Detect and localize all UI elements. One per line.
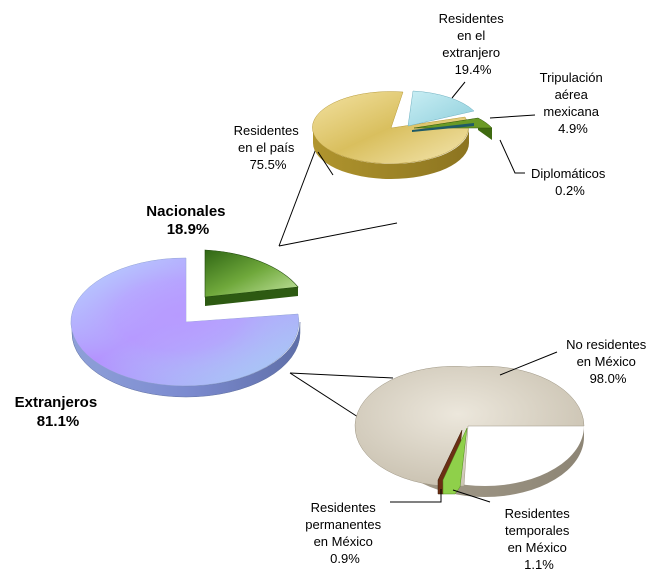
label-residentes-permanentes-line: Residentes <box>311 500 377 515</box>
pie-slice-nacionales-side <box>205 287 298 306</box>
pie-slice-residentes-pais-side <box>313 128 469 179</box>
connector-nacionales-lower <box>278 222 398 247</box>
pie-slice-diplomaticos <box>412 123 474 132</box>
pie-slice-no-residentes <box>354 365 585 487</box>
nacionales-breakdown-pie <box>312 90 493 179</box>
connector-extranjeros-upper <box>289 372 394 379</box>
label-nacionales: Nacionales 18.9% <box>146 203 229 238</box>
label-residentes-permanentes-line: en México <box>314 534 373 549</box>
label-residentes-permanentes: Residentes permanentes en México 0.9% <box>305 500 385 566</box>
label-tripulacion-line: mexicana <box>543 104 599 119</box>
extranjeros-breakdown-pie <box>354 365 585 497</box>
label-residentes-pais-line: en el país <box>238 140 295 155</box>
label-residentes-pais-line: Residentes <box>234 123 300 138</box>
label-diplomaticos-line: 0.2% <box>555 183 585 198</box>
pie-slice-residentes-temporales <box>442 427 468 495</box>
label-extranjeros: Extranjeros 81.1% <box>15 394 102 430</box>
label-nacionales-line: 18.9% <box>167 221 210 238</box>
label-no-residentes: No residentes en México 98.0% <box>566 337 650 386</box>
label-residentes-extranjero-line: 19.4% <box>455 62 492 77</box>
label-no-residentes-line: 98.0% <box>590 371 627 386</box>
leader-no-residentes <box>499 351 558 376</box>
label-tripulacion-line: Tripulación <box>540 70 603 85</box>
label-residentes-extranjero: Residentes en el extranjero 19.4% <box>439 11 508 77</box>
leader-residentes-extranjero <box>451 81 466 99</box>
label-tripulacion-line: aérea <box>555 87 589 102</box>
leader-tripulacion <box>489 114 536 119</box>
label-residentes-temporales-line: 1.1% <box>524 557 554 571</box>
connector-nacionales-upper <box>278 145 318 247</box>
label-residentes-temporales: Residentes temporales en México 1.1% <box>505 506 574 571</box>
pie-slice-residentes-pais <box>312 91 469 164</box>
label-residentes-temporales-line: en México <box>508 540 567 555</box>
label-residentes-temporales-line: Residentes <box>505 506 571 521</box>
label-no-residentes-line: No residentes <box>566 337 647 352</box>
pie-slice-extranjeros-shade <box>70 257 299 386</box>
label-nacionales-line: Nacionales <box>146 203 225 220</box>
leader-residentes-pais <box>317 151 334 176</box>
label-residentes-temporales-line: temporales <box>505 523 570 538</box>
label-residentes-extranjero-line: en el <box>457 28 485 43</box>
leader-lines <box>317 81 558 503</box>
label-extranjeros-line: Extranjeros <box>15 394 98 411</box>
label-tripulacion: Tripulación aérea mexicana 4.9% <box>540 70 607 136</box>
label-residentes-pais-line: 75.5% <box>250 157 287 172</box>
pie-slice-nacionales <box>204 249 299 298</box>
leader-diplomaticos <box>499 139 525 174</box>
label-no-residentes-line: en México <box>577 354 636 369</box>
label-residentes-pais: Residentes en el país 75.5% <box>234 123 303 172</box>
label-residentes-permanentes-line: permanentes <box>305 517 381 532</box>
leader-permanentes <box>390 489 442 503</box>
label-diplomaticos-line: Diplomáticos <box>531 166 606 181</box>
label-residentes-extranjero-line: Residentes <box>439 11 505 26</box>
label-tripulacion-line: 4.9% <box>558 121 588 136</box>
pie-slice-residentes-extranjero <box>407 90 475 127</box>
label-residentes-permanentes-line: 0.9% <box>330 551 360 566</box>
label-extranjeros-line: 81.1% <box>37 413 80 430</box>
main-pie <box>70 249 301 398</box>
label-diplomaticos: Diplomáticos 0.2% <box>531 166 609 198</box>
leader-temporales <box>452 489 491 503</box>
label-residentes-extranjero-line: extranjero <box>442 45 500 60</box>
